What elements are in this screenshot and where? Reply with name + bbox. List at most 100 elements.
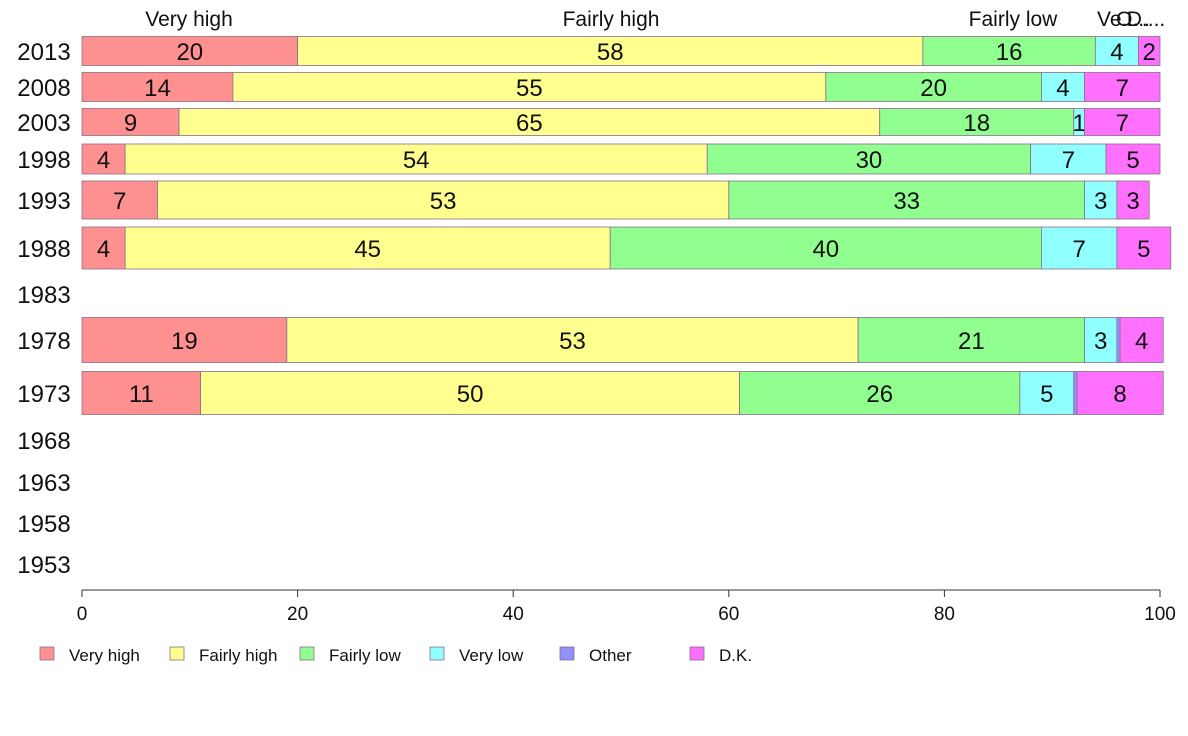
value-label-1998-fairly-low: 30 — [856, 147, 883, 174]
value-label-2003-d-k: 7 — [1116, 110, 1129, 137]
bar-1988-very-high — [81, 226, 126, 270]
bar-1978-fairly-high — [286, 317, 859, 363]
bar-2013-very-high — [81, 36, 299, 66]
year-label-1958: 1958 — [17, 511, 70, 538]
x-tick-label-40: 40 — [503, 604, 524, 625]
bar-1993-d-k — [1116, 180, 1150, 220]
value-label-2003-very-low: 1 — [1072, 110, 1085, 137]
year-label-2003: 2003 — [17, 110, 70, 137]
bar-1998-d-k — [1105, 143, 1161, 175]
value-label-1973-d-k: 8 — [1113, 381, 1126, 408]
value-label-1978-fairly-high: 53 — [559, 328, 586, 355]
value-label-1978-fairly-low: 21 — [958, 328, 985, 355]
bar-2003-fairly-low — [879, 108, 1075, 136]
value-label-1988-very-low: 7 — [1072, 236, 1085, 263]
value-label-2003-fairly-low: 18 — [963, 110, 990, 137]
x-axis: 0 20 40 60 80 100 — [77, 589, 1176, 625]
value-label-1973-very-high: 11 — [129, 381, 154, 408]
top-label-1: Fairly high — [563, 8, 660, 31]
value-label-2003-fairly-high: 65 — [516, 110, 543, 137]
bar-2008-fairly-high — [232, 72, 827, 102]
value-label-2013-fairly-high: 58 — [597, 39, 624, 66]
legend-label-very-high: Very high — [69, 646, 140, 665]
year-label-1993: 1993 — [17, 188, 70, 215]
bar-2008-very-low — [1041, 72, 1085, 102]
bar-1978-d-k — [1119, 317, 1164, 363]
value-label-1993-very-high: 7 — [113, 188, 126, 215]
legend-swatch-very-low — [429, 646, 445, 661]
year-labels: 2013 2008 2003 1998 1993 1988 1983 1978 1973 1968… — [17, 39, 70, 579]
value-label-1973-very-low: 5 — [1040, 381, 1053, 408]
legend-label-other: Other — [589, 646, 632, 665]
bar-1988-d-k — [1116, 226, 1172, 270]
bar-1973-fairly-high — [200, 371, 740, 415]
value-label-2013-very-high: 20 — [176, 39, 203, 66]
value-label-1973-fairly-high: 50 — [457, 381, 484, 408]
year-label-1988: 1988 — [17, 236, 70, 263]
year-label-1983: 1983 — [17, 282, 70, 309]
value-label-1988-fairly-high: 45 — [354, 236, 381, 263]
x-tick-label-60: 60 — [718, 604, 739, 625]
value-label-1998-fairly-high: 54 — [403, 147, 430, 174]
top-label-0: Very high — [145, 8, 233, 31]
legend-label-fairly-high: Fairly high — [199, 646, 277, 665]
x-tick-label-80: 80 — [934, 604, 955, 625]
bar-1998-fairly-high — [124, 143, 708, 175]
bar-1978-fairly-low — [857, 317, 1085, 363]
legend-swatch-fairly-high — [169, 646, 185, 661]
top-label-2: Fairly low — [969, 8, 1059, 31]
bar-1988-very-low — [1041, 226, 1118, 270]
year-label-1953: 1953 — [17, 552, 70, 579]
legend-label-fairly-low: Fairly low — [329, 646, 402, 665]
year-label-1978: 1978 — [17, 328, 70, 355]
year-label-2013: 2013 — [17, 39, 70, 66]
value-label-1998-d-k: 5 — [1126, 147, 1139, 174]
value-label-1988-d-k: 5 — [1137, 236, 1150, 263]
x-tick-label-100: 100 — [1144, 604, 1176, 625]
bar-1998-fairly-low — [706, 143, 1032, 175]
bar-1978-other — [1116, 317, 1121, 363]
value-label-2013-d-k: 2 — [1143, 39, 1156, 66]
value-label-1973-fairly-low: 26 — [866, 381, 893, 408]
legend-label-d-k: D.K. — [719, 646, 752, 665]
bar-1993-very-low — [1084, 180, 1118, 220]
x-tick-label-20: 20 — [287, 604, 308, 625]
top-label-3: Ve... — [1097, 8, 1139, 31]
year-label-1998: 1998 — [17, 147, 70, 174]
bar-2008-d-k — [1084, 72, 1161, 102]
bar-1973-other — [1073, 371, 1078, 415]
bar-2008-very-high — [81, 72, 234, 102]
value-label-2008-very-low: 4 — [1056, 75, 1069, 102]
bar-1978-very-low — [1084, 317, 1118, 363]
top-label-4: O... — [1116, 8, 1150, 31]
bar-1993-fairly-low — [728, 180, 1085, 220]
legend-swatch-other — [559, 646, 575, 661]
bar-1973-very-high — [81, 371, 201, 415]
value-label-1998-very-high: 4 — [97, 147, 110, 174]
legend-swatch-d-k — [689, 646, 705, 661]
bar-1973-very-low — [1019, 371, 1075, 415]
year-label-1973: 1973 — [17, 381, 70, 408]
bar-2008-fairly-low — [825, 72, 1042, 102]
value-label-1978-d-k: 4 — [1135, 328, 1148, 355]
top-label-5: D.... — [1127, 8, 1166, 31]
bar-2003-very-high — [81, 108, 180, 136]
legend-swatch-fairly-low — [299, 646, 315, 661]
bar-1998-very-low — [1030, 143, 1107, 175]
bar-1973-d-k — [1076, 371, 1164, 415]
value-label-2008-fairly-low: 20 — [920, 75, 947, 102]
bar-1993-very-high — [81, 180, 158, 220]
value-label-1993-d-k: 3 — [1126, 188, 1139, 215]
top-series-labels: Very high Fairly high Fairly low Ve...O...D… — [145, 8, 1165, 31]
value-label-2008-very-high: 14 — [144, 75, 171, 102]
value-label-2013-very-low: 4 — [1110, 39, 1123, 66]
bar-2013-fairly-low — [922, 36, 1096, 66]
bars: 20 58 16 4 214 55 20 4 79 65 18 1 74 54 30 7 57 53 33 3 34 45… — [81, 36, 1172, 415]
bar-1978-very-high — [81, 317, 288, 363]
year-label-2008: 2008 — [17, 75, 70, 102]
value-label-1998-very-low: 7 — [1062, 147, 1075, 174]
bar-1988-fairly-low — [609, 226, 1042, 270]
bar-1988-fairly-high — [124, 226, 611, 270]
value-label-1988-very-high: 4 — [97, 236, 110, 263]
legend-swatch-very-high — [39, 646, 55, 661]
